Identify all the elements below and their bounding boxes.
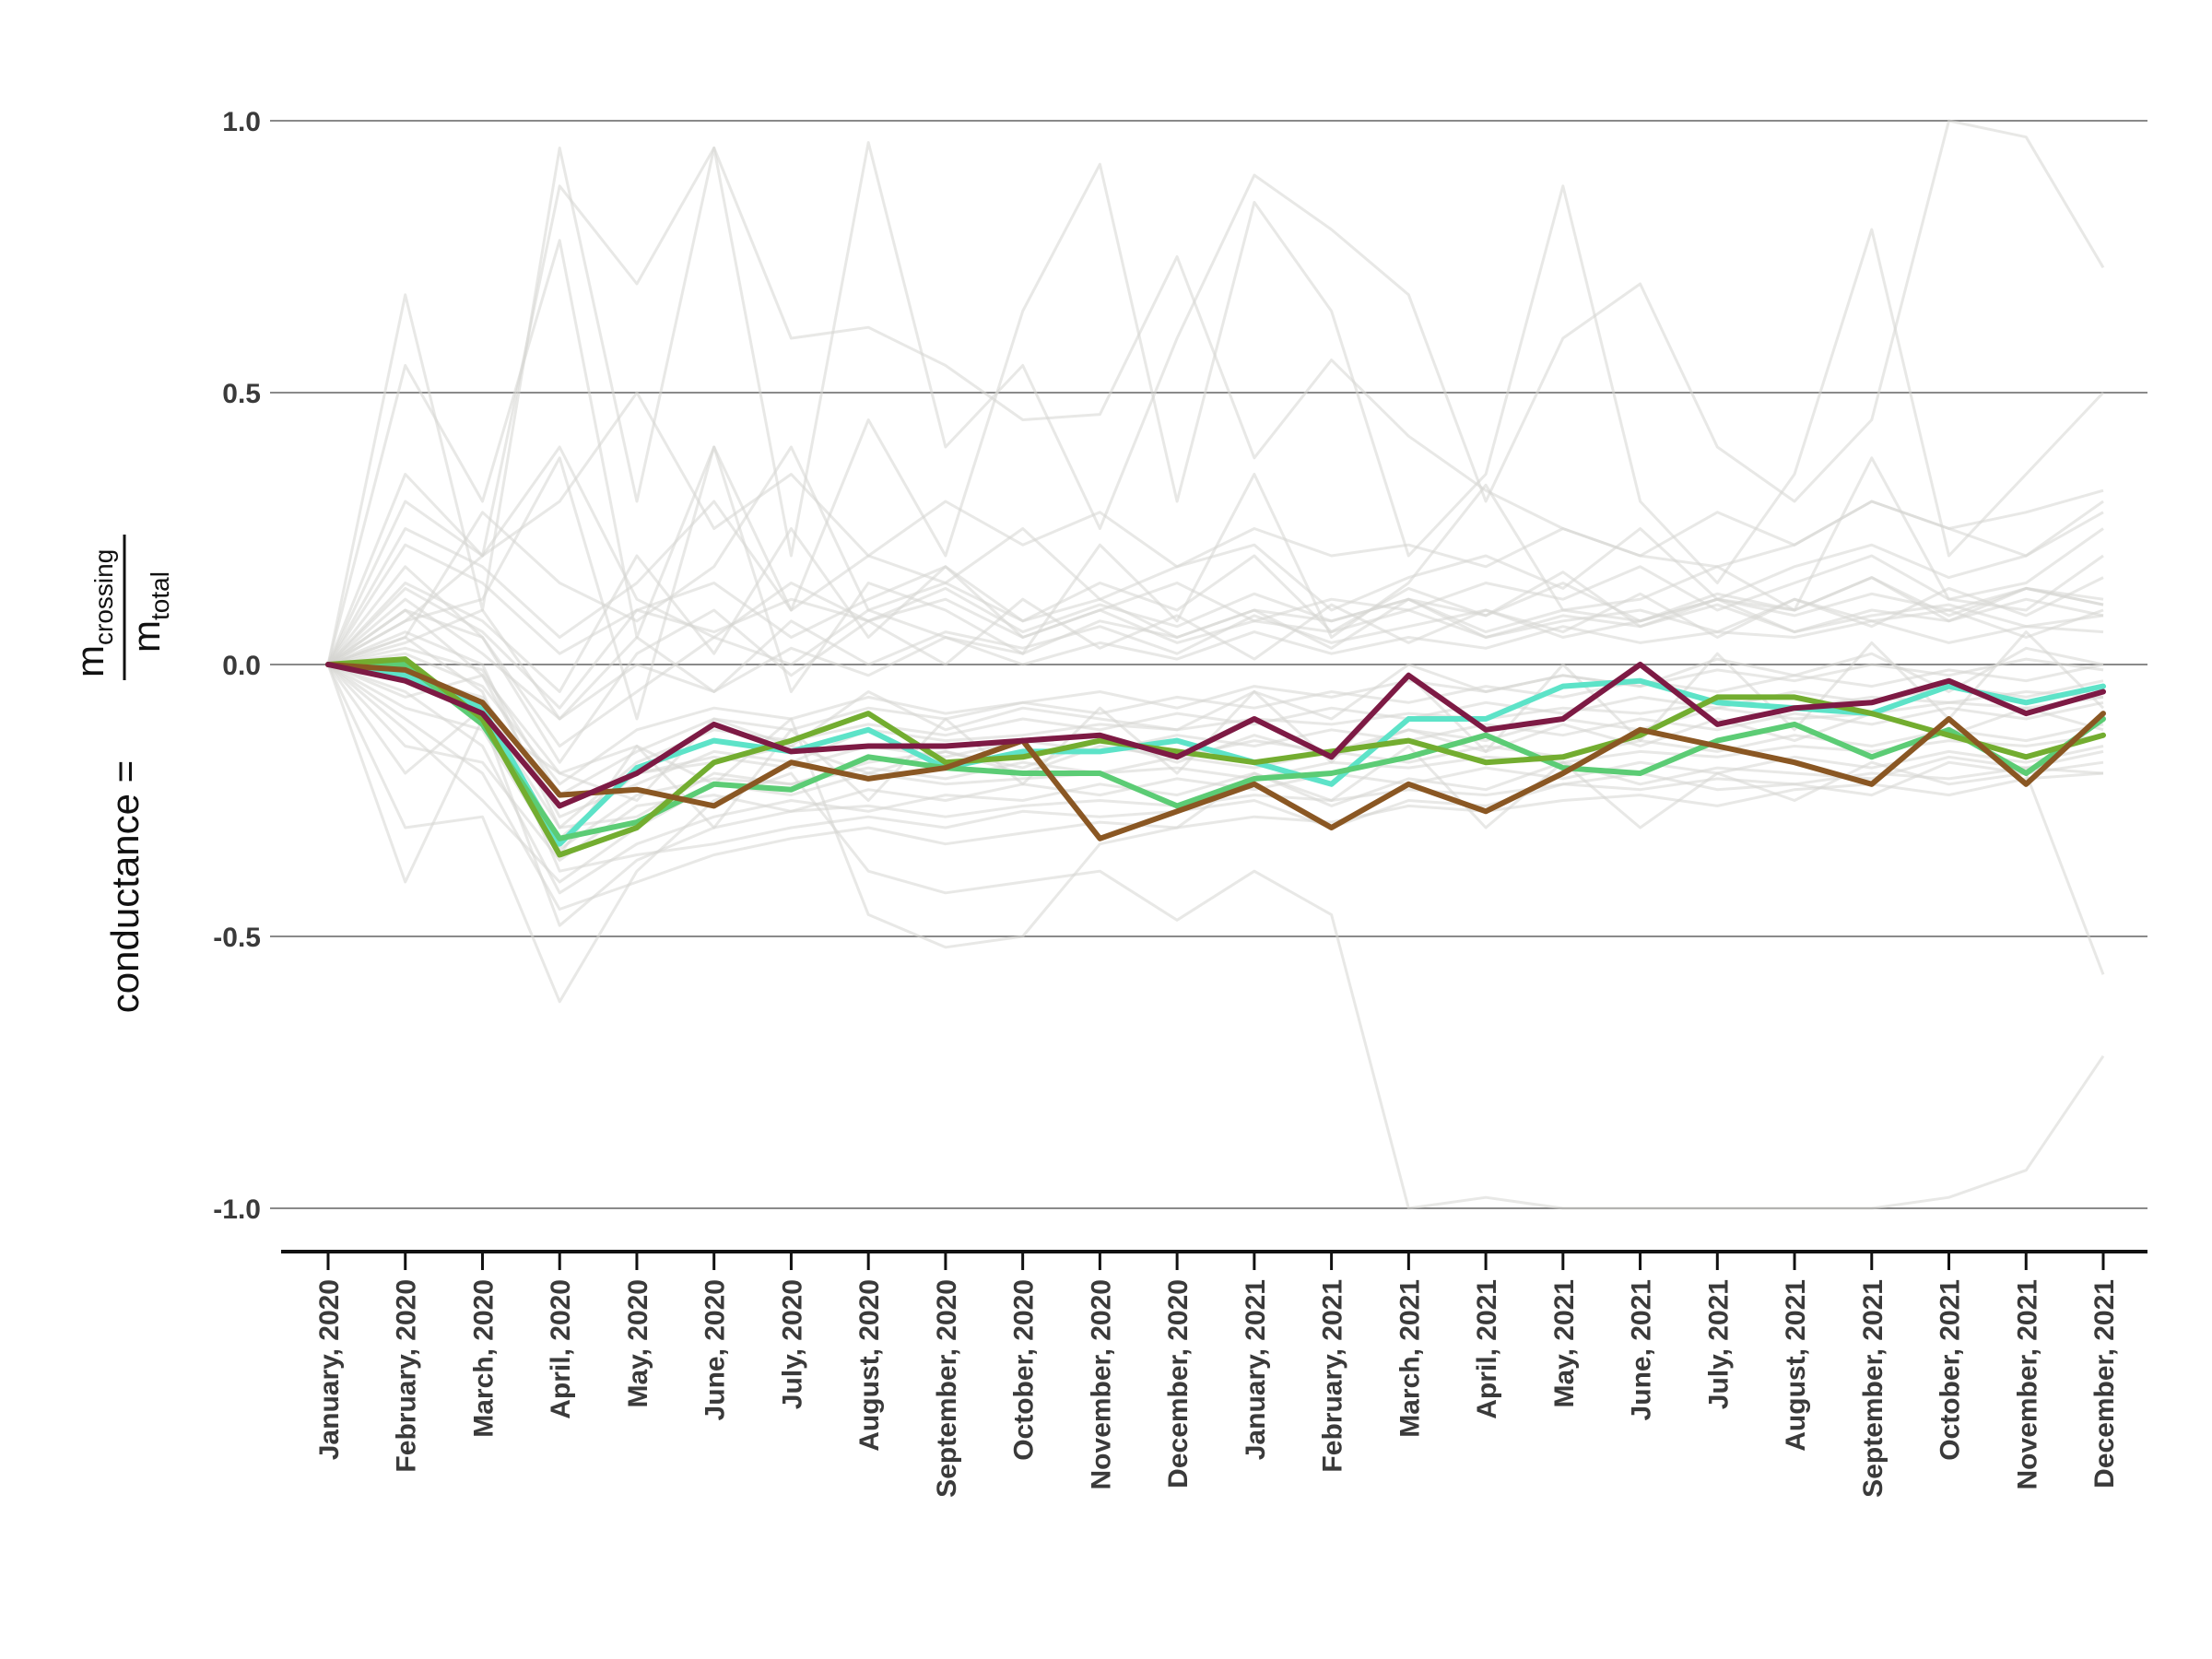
x-tick-label: November, 2020 bbox=[1086, 1279, 1116, 1489]
background-series-line bbox=[327, 663, 2104, 911]
background-series-line bbox=[327, 445, 2104, 666]
x-tick-label: February, 2021 bbox=[1318, 1279, 1348, 1473]
background-series-line bbox=[326, 162, 2105, 665]
x-tick-label: July, 2020 bbox=[777, 1279, 807, 1409]
x-tick-label: February, 2020 bbox=[392, 1279, 422, 1473]
x-tick-label: December, 2021 bbox=[2089, 1279, 2120, 1488]
x-tick-label: August, 2021 bbox=[1781, 1279, 1811, 1452]
background-series-line bbox=[327, 636, 2104, 873]
x-tick-label: June, 2021 bbox=[1627, 1279, 1657, 1420]
y-tick-label: -0.5 bbox=[213, 923, 261, 953]
background-series-line bbox=[326, 527, 2104, 665]
y-tick-label: 0.5 bbox=[222, 379, 261, 409]
y-axis-label: conductance = mcrossing mtotal bbox=[68, 535, 174, 1013]
background-series-line bbox=[327, 630, 2104, 830]
x-tick-label: April, 2020 bbox=[546, 1279, 576, 1419]
y-tick-label: 0.0 bbox=[222, 651, 261, 681]
y-tick-label: 1.0 bbox=[222, 107, 261, 137]
y-tick-label: -1.0 bbox=[213, 1194, 261, 1225]
background-series-line bbox=[327, 663, 2104, 852]
x-tick-label: September, 2021 bbox=[1858, 1279, 1888, 1498]
x-tick-label: October, 2021 bbox=[1936, 1279, 1966, 1461]
y-tick-labels: 1.0 0.5 0.0 -0.5 -1.0 bbox=[213, 107, 261, 1225]
x-tick-label: May, 2021 bbox=[1549, 1279, 1580, 1408]
background-series-line bbox=[326, 391, 2104, 665]
background-series-line bbox=[326, 147, 2104, 665]
x-tick-label: March, 2020 bbox=[469, 1279, 500, 1438]
x-tick-label: October, 2020 bbox=[1009, 1279, 1040, 1461]
background-series-line bbox=[326, 663, 2104, 862]
highlight-series-line bbox=[325, 662, 2106, 809]
highlight-series-group bbox=[325, 656, 2106, 858]
x-tick-label: January, 2020 bbox=[314, 1279, 345, 1460]
x-tick-label: March, 2021 bbox=[1394, 1279, 1425, 1438]
background-series-line bbox=[326, 664, 2105, 1210]
background-series-line bbox=[327, 663, 2104, 884]
x-tick-label: September, 2020 bbox=[932, 1279, 962, 1498]
x-tick-label: December, 2020 bbox=[1163, 1279, 1194, 1488]
x-tick-label: June, 2020 bbox=[700, 1279, 731, 1420]
background-series-line bbox=[326, 500, 2104, 665]
background-series-line bbox=[327, 646, 2104, 797]
axes bbox=[281, 1250, 2147, 1270]
x-tick-label: July, 2021 bbox=[1703, 1279, 1734, 1409]
x-tick-labels: January, 2020 February, 2020 March, 2020 Ap… bbox=[314, 1279, 2120, 1498]
y-axis-label-numerator: mcrossing bbox=[68, 549, 118, 677]
background-series-line bbox=[326, 576, 2104, 710]
grid-lines bbox=[270, 120, 2147, 1209]
x-tick-label: May, 2020 bbox=[623, 1279, 653, 1408]
x-tick-label: November, 2021 bbox=[2012, 1279, 2042, 1489]
background-series-line bbox=[327, 576, 2104, 764]
x-tick-label: April, 2021 bbox=[1472, 1279, 1502, 1419]
x-tick-label: January, 2021 bbox=[1241, 1279, 1271, 1460]
highlight-series-line bbox=[325, 662, 2106, 841]
x-tick-label: August, 2020 bbox=[854, 1279, 885, 1452]
highlight-series-line bbox=[325, 656, 2106, 858]
highlight-series-line bbox=[325, 662, 2106, 841]
y-axis-label-denominator: mtotal bbox=[124, 571, 174, 653]
background-series-line bbox=[327, 608, 2104, 802]
background-series-line bbox=[326, 119, 2105, 665]
y-axis-label-left: conductance = bbox=[103, 760, 147, 1013]
background-series-line bbox=[327, 445, 2104, 666]
